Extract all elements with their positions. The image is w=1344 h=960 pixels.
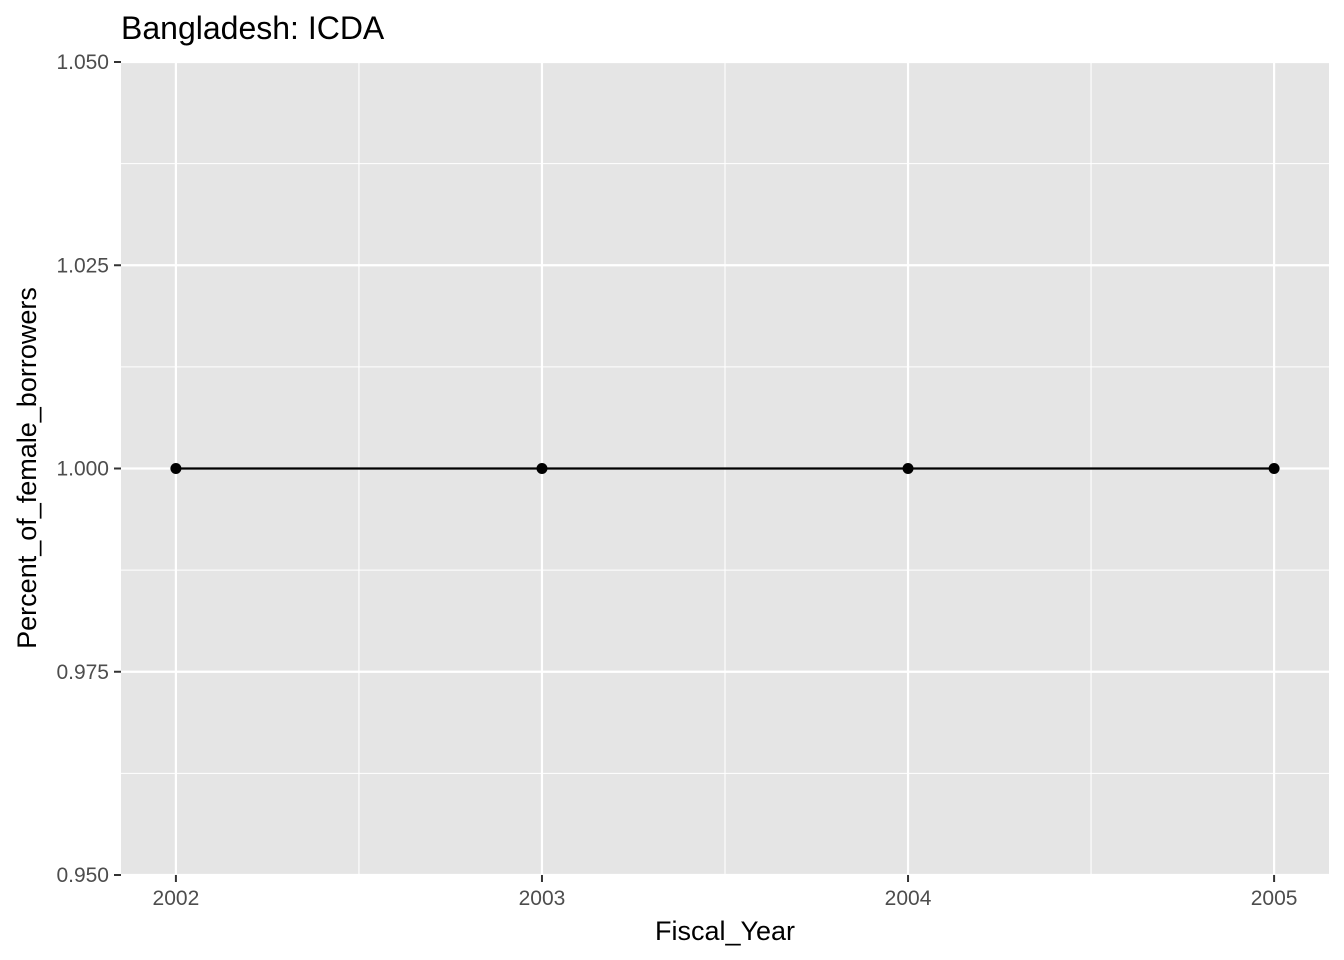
y-tick-label: 0.975 <box>56 661 109 684</box>
y-tick-label: 0.950 <box>56 864 109 887</box>
axis-ticks <box>114 61 1276 882</box>
y-axis-title: Percent_of_female_borrowers <box>12 287 42 649</box>
y-tick-label: 1.025 <box>56 254 109 277</box>
data-point <box>902 463 914 474</box>
tick-labels: 2002 2003 2004 2005 0.950 0.975 1.000 1.025 1.05… <box>56 51 1297 910</box>
x-axis-title: Fiscal_Year <box>655 916 795 946</box>
data-point <box>1268 463 1280 474</box>
chart-title: Bangladesh: ICDA <box>121 10 385 46</box>
series-layer <box>170 463 1280 474</box>
x-tick-label: 2003 <box>519 887 566 910</box>
y-tick-label: 1.050 <box>56 51 109 74</box>
data-point <box>170 463 182 474</box>
x-tick-label: 2002 <box>153 887 200 910</box>
data-point <box>536 463 548 474</box>
x-tick-label: 2005 <box>1251 887 1298 910</box>
x-tick-label: 2004 <box>885 887 932 910</box>
y-tick-label: 1.000 <box>56 458 109 481</box>
